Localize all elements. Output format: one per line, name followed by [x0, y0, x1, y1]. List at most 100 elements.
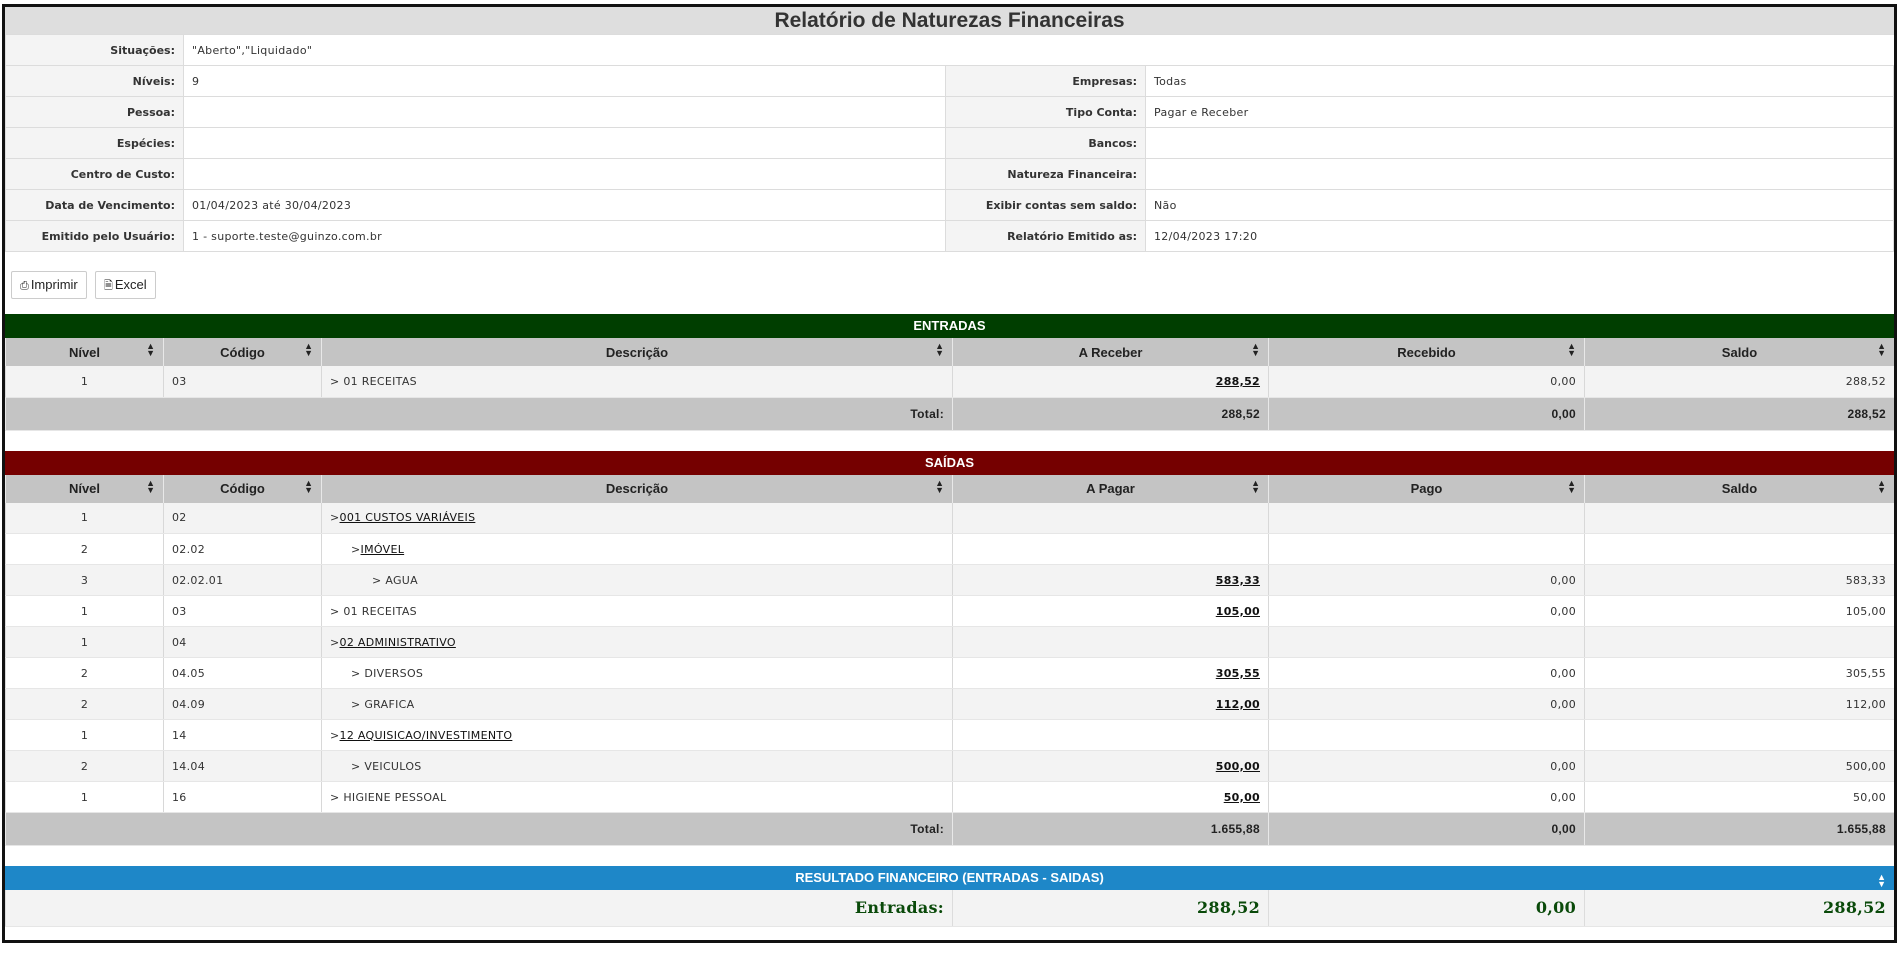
- cell-descricao: > AGUA: [321, 564, 953, 596]
- cell-descricao: > HIGIENE PESSOAL: [321, 781, 953, 813]
- table-row: 1 04 >02 ADMINISTRATIVO: [5, 626, 1894, 658]
- column-header-a-pagar[interactable]: A Pagar ▲ ▼: [952, 474, 1269, 503]
- table-row: 2 04.09 > GRAFICA 112,00 0,00 112,00: [5, 688, 1894, 720]
- resultado-table: Entradas: 288,52 0,00 288,52: [5, 890, 1894, 927]
- sort-icon: ▲ ▼: [935, 341, 944, 358]
- cell-pago: 0,00: [1268, 564, 1585, 596]
- filter-label-centro-custo: Centro de Custo:: [5, 158, 184, 190]
- excel-button[interactable]: 🗎 Excel: [95, 271, 156, 299]
- tree-prefix: >: [372, 573, 386, 587]
- total-label: Total:: [5, 812, 953, 846]
- filter-label-natureza: Natureza Financeira:: [945, 158, 1146, 190]
- column-header-saldo[interactable]: Saldo ▲ ▼: [1584, 338, 1894, 366]
- column-header-codigo[interactable]: Código ▲ ▼: [163, 474, 322, 503]
- group-link[interactable]: IMÓVEL: [360, 542, 405, 556]
- column-header-codigo[interactable]: Código ▲ ▼: [163, 338, 322, 366]
- section-spacer: [5, 846, 1894, 866]
- table-row: 2 02.02 >IMÓVEL: [5, 533, 1894, 565]
- table-row: 3 02.02.01 > AGUA 583,33 0,00 583,33: [5, 564, 1894, 596]
- amount-link[interactable]: 305,55: [1215, 666, 1260, 680]
- total-row: Total: 288,52 0,00 288,52: [5, 397, 1894, 431]
- column-header-a-receber[interactable]: A Receber ▲ ▼: [952, 338, 1269, 366]
- column-header-label: Código: [220, 344, 265, 360]
- column-header-pago[interactable]: Pago ▲ ▼: [1268, 474, 1585, 503]
- column-header-descricao[interactable]: Descrição ▲ ▼: [321, 474, 953, 503]
- amount-link[interactable]: 112,00: [1215, 697, 1260, 711]
- cell-valor: 305,55: [952, 657, 1269, 689]
- table-row: 1 14 >12 AQUISICAO/INVESTIMENTO: [5, 719, 1894, 751]
- filter-value-usuario: 1 - suporte.teste@guinzo.com.br: [183, 220, 946, 252]
- cell-saldo: 500,00: [1584, 750, 1894, 782]
- cell-descricao: > GRAFICA: [321, 688, 953, 720]
- tree-prefix: >: [330, 511, 340, 525]
- amount-link[interactable]: 288,52: [1215, 374, 1260, 388]
- cell-saldo: 112,00: [1584, 688, 1894, 720]
- filter-value-niveis: 9: [183, 65, 946, 97]
- saidas-header-row: Nível ▲ ▼ Código ▲ ▼ Descrição ▲ ▼ A Pagar ▲ ▼ P…: [5, 474, 1894, 503]
- amount-link[interactable]: 500,00: [1215, 759, 1260, 773]
- cell-nivel: 2: [5, 533, 164, 565]
- cell-descricao: >IMÓVEL: [321, 533, 953, 565]
- sort-icon[interactable]: ▲ ▼: [1877, 872, 1886, 889]
- column-header-descricao[interactable]: Descrição ▲ ▼: [321, 338, 953, 366]
- filter-value-bancos: [1145, 127, 1894, 159]
- cell-valor: 583,33: [952, 564, 1269, 596]
- excel-file-icon: 🗎: [104, 280, 113, 292]
- table-row: 1 16 > HIGIENE PESSOAL 50,00 0,00 50,00: [5, 781, 1894, 813]
- group-link[interactable]: 001 CUSTOS VARIÁVEIS: [339, 511, 476, 525]
- excel-button-label: Excel: [114, 277, 147, 292]
- filter-label-vencimento: Data de Vencimento:: [5, 189, 184, 221]
- saidas-table: Nível ▲ ▼ Código ▲ ▼ Descrição ▲ ▼ A Pagar ▲ ▼ P…: [5, 474, 1894, 846]
- filter-value-empresas: Todas: [1145, 65, 1894, 97]
- cell-codigo: 02.02.01: [163, 564, 322, 596]
- column-header-label: Nível: [68, 344, 101, 360]
- filter-label-bancos: Bancos:: [945, 127, 1146, 159]
- cell-codigo: 02: [163, 502, 322, 534]
- cell-saldo: 583,33: [1584, 564, 1894, 596]
- cell-codigo: 14: [163, 719, 322, 751]
- sort-icon: ▲ ▼: [1251, 477, 1260, 495]
- page-title: Relatório de Naturezas Financeiras: [5, 7, 1894, 34]
- column-header-nivel[interactable]: Nível ▲ ▼: [5, 474, 164, 503]
- cell-codigo: 04: [163, 626, 322, 658]
- cell-valor: [952, 626, 1269, 658]
- filter-label-tipo-conta: Tipo Conta:: [945, 96, 1146, 128]
- filter-label-especies: Espécies:: [5, 127, 184, 159]
- total-pago: 0,00: [1268, 812, 1585, 846]
- cell-descricao: > 01 RECEITAS: [321, 595, 953, 627]
- sort-icon: ▲ ▼: [1877, 477, 1886, 495]
- cell-saldo: 288,52: [1584, 366, 1894, 398]
- amount-link[interactable]: 50,00: [1223, 790, 1260, 804]
- cell-nivel: 1: [5, 366, 164, 398]
- resultado-entradas-row: Entradas: 288,52 0,00 288,52: [5, 890, 1894, 927]
- cell-pago: 0,00: [1268, 750, 1585, 782]
- print-button[interactable]: ⎙ Imprimir: [11, 271, 87, 299]
- filter-label-niveis: Níveis:: [5, 65, 184, 97]
- cell-nivel: 3: [5, 564, 164, 596]
- tree-prefix: >: [351, 666, 365, 680]
- cell-descricao: > VEICULOS: [321, 750, 953, 782]
- amount-link[interactable]: 583,33: [1215, 573, 1260, 587]
- filter-label-usuario: Emitido pelo Usuário:: [5, 220, 184, 252]
- filter-value-situacoes: "Aberto","Liquidado": [183, 34, 1894, 66]
- column-header-label: Recebido: [1397, 344, 1456, 360]
- group-link[interactable]: 12 AQUISICAO/INVESTIMENTO: [339, 728, 513, 742]
- total-saldo: 1.655,88: [1584, 812, 1894, 846]
- column-header-recebido[interactable]: Recebido ▲ ▼: [1268, 338, 1585, 366]
- cell-valor: [952, 719, 1269, 751]
- group-link[interactable]: 02 ADMINISTRATIVO: [339, 635, 456, 649]
- amount-link[interactable]: 105,00: [1215, 604, 1260, 618]
- sort-icon: ▲ ▼: [304, 341, 313, 358]
- cell-pago: [1268, 502, 1585, 534]
- column-header-label: Saldo: [1721, 344, 1758, 360]
- printer-icon: ⎙: [20, 280, 29, 292]
- column-header-saldo[interactable]: Saldo ▲ ▼: [1584, 474, 1894, 503]
- cell-descricao: >02 ADMINISTRATIVO: [321, 626, 953, 658]
- column-header-nivel[interactable]: Nível ▲ ▼: [5, 338, 164, 366]
- tree-prefix: >: [351, 542, 361, 556]
- cell-pago: [1268, 719, 1585, 751]
- table-row: 2 14.04 > VEICULOS 500,00 0,00 500,00: [5, 750, 1894, 782]
- cell-valor: 50,00: [952, 781, 1269, 813]
- cell-nivel: 1: [5, 781, 164, 813]
- tree-prefix: >: [330, 604, 344, 618]
